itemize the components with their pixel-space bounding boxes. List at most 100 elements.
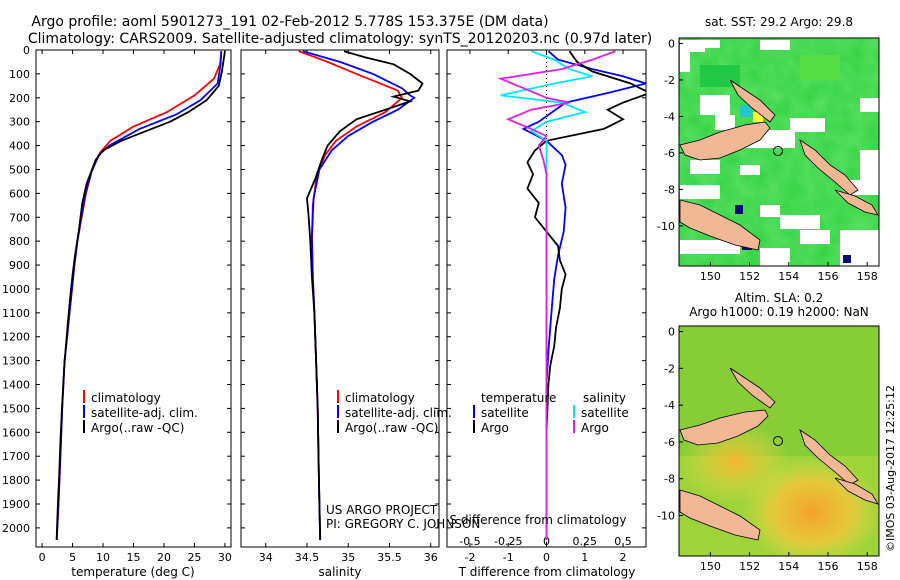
sst-land-png-tail (679, 199, 761, 251)
map-x-tick-label: 158 (857, 270, 878, 283)
figure-title-line2: Climatology: CARS2009. Satellite-adjuste… (28, 31, 652, 47)
sst-cell (700, 65, 740, 87)
series-line-t-satellite (521, 50, 646, 540)
depth-tick-label: 200 (9, 92, 30, 105)
map-y-tick-label: -8 (664, 473, 675, 486)
map-y-tick-label: -10 (657, 220, 675, 233)
x-tick-label: 20 (157, 551, 171, 564)
sst-cells (680, 40, 879, 266)
depth-tick-label: 1500 (2, 402, 30, 415)
sla-map-title1: Altim. SLA: 0.2 (735, 291, 823, 305)
sla-land-bougainville (799, 429, 859, 486)
map-x-tick-label: 150 (700, 270, 721, 283)
sst-land-new-ireland (729, 79, 776, 123)
depth-tick-label: 1200 (2, 331, 30, 344)
sst-cell (740, 165, 760, 175)
depth-tick-label: 600 (9, 187, 30, 200)
difference-legend: temperature salinity satellite Argo sate… (473, 391, 629, 435)
depth-tick-label: 300 (9, 116, 30, 129)
sla-land-png-tail (679, 489, 761, 541)
depth-tick-label: 800 (9, 235, 30, 248)
sla-land-new-britain (679, 409, 769, 446)
map-x-tick-label: 156 (818, 270, 839, 283)
x-tick-label: 5 (69, 551, 76, 564)
sst-cell (690, 160, 720, 174)
sst-land-solomons (834, 189, 879, 216)
depth-axis: 0 100 200 300 400 500 600 700 800 900 1000 1100 1200… (2, 44, 30, 535)
sst-cell (860, 150, 879, 180)
map-x-tick-label: 152 (739, 270, 760, 283)
temperature-xlabel: temperature (deg C) (71, 565, 194, 579)
x-tick-label: 35.5 (377, 551, 402, 564)
depth-tick-label: 1300 (2, 355, 30, 368)
x-tick-label: 2 (620, 551, 627, 564)
sla-map-frame (678, 325, 880, 557)
depth-tick-label: 1900 (2, 498, 30, 511)
x-tick-label: 25 (187, 551, 201, 564)
salinity-axes-frame (240, 49, 440, 548)
sst-cell (800, 55, 840, 80)
sla-float-marker (773, 436, 783, 446)
imos-stamp: ©IMOS 03-Aug-2017 12:25:12 (884, 385, 897, 552)
map-x-tick-label: 150 (700, 560, 721, 573)
map-y-tick-label: -6 (664, 436, 675, 449)
x-tick-label: 35 (341, 551, 355, 564)
sla-map-ticks: 150 152 154 156 158 0 -2 -4 -6 -8 -10 (657, 326, 878, 573)
legend-t-satellite-label: satellite (481, 406, 529, 420)
depth-tick-label: 1600 (2, 426, 30, 439)
sst-cell (780, 215, 820, 229)
sst-float-marker (773, 146, 783, 156)
x-tick-label: 0 (543, 551, 550, 564)
series-line-argo (306, 50, 424, 540)
sst-cell (680, 185, 720, 199)
salinity-xlabel: salinity (318, 565, 361, 579)
legend-s-satellite-label: satellite (581, 406, 629, 420)
sla-land-solomons (834, 477, 879, 505)
x-tick-label: 0 (39, 551, 46, 564)
depth-tick-label: 1400 (2, 379, 30, 392)
series-line-argo (55, 51, 226, 540)
legend-temperature-title: temperature (481, 391, 556, 405)
legend-satellite-label: satellite-adj. clim. (345, 406, 452, 420)
sst-cell (680, 52, 690, 72)
s-tick-label: -0.25 (494, 535, 522, 548)
map-y-tick-label: -4 (664, 399, 675, 412)
x-tick-label: 30 (218, 551, 232, 564)
sst-map-ticks: 150 152 154 156 158 0 -2 -4 -6 -8 -10 (657, 37, 878, 283)
x-tick-label: 15 (127, 551, 141, 564)
sst-cell (680, 240, 740, 254)
map-y-tick-label: -10 (657, 510, 675, 523)
depth-tick-label: 500 (9, 163, 30, 176)
sst-cell (800, 230, 830, 244)
sst-cell (753, 112, 763, 122)
map-y-tick-label: -4 (664, 110, 675, 123)
depth-tick-label: 0 (23, 44, 30, 57)
depth-tick-label: 900 (9, 259, 30, 272)
sst-cell (715, 115, 735, 130)
depth-tick-label: 1700 (2, 450, 30, 463)
map-y-tick-label: 0 (668, 326, 675, 339)
salinity-legend: climatology satellite-adj. clim. Argo(..… (337, 390, 452, 435)
sst-cell (850, 180, 879, 195)
sst-map-title: sat. SST: 29.2 Argo: 29.8 (705, 15, 853, 29)
sst-cell (735, 205, 743, 214)
legend-s-argo-label: Argo (581, 421, 609, 435)
project-name: US ARGO PROJECT (326, 503, 438, 517)
temperature-axes-frame (35, 49, 232, 548)
legend-argo-label: Argo(..raw -QC) (91, 421, 184, 435)
x-tick-label: 34.5 (295, 551, 320, 564)
sst-land-bougainville (799, 139, 859, 196)
project-pi: PI: GREGORY C. JOHNSON (326, 517, 480, 531)
map-y-tick-label: 0 (668, 37, 675, 50)
map-y-tick-label: -2 (664, 74, 675, 87)
profile-series (55, 50, 646, 547)
s-tick-label: 0.5 (614, 535, 632, 548)
legend-climatology-label: climatology (91, 391, 161, 405)
x-tick-label: 34 (259, 551, 273, 564)
sst-cell (700, 95, 730, 115)
sst-cell (760, 248, 790, 266)
legend-argo-label: Argo(..raw -QC) (345, 421, 438, 435)
x-tick-label: -1 (503, 551, 514, 564)
legend-salinity-title: salinity (583, 391, 626, 405)
